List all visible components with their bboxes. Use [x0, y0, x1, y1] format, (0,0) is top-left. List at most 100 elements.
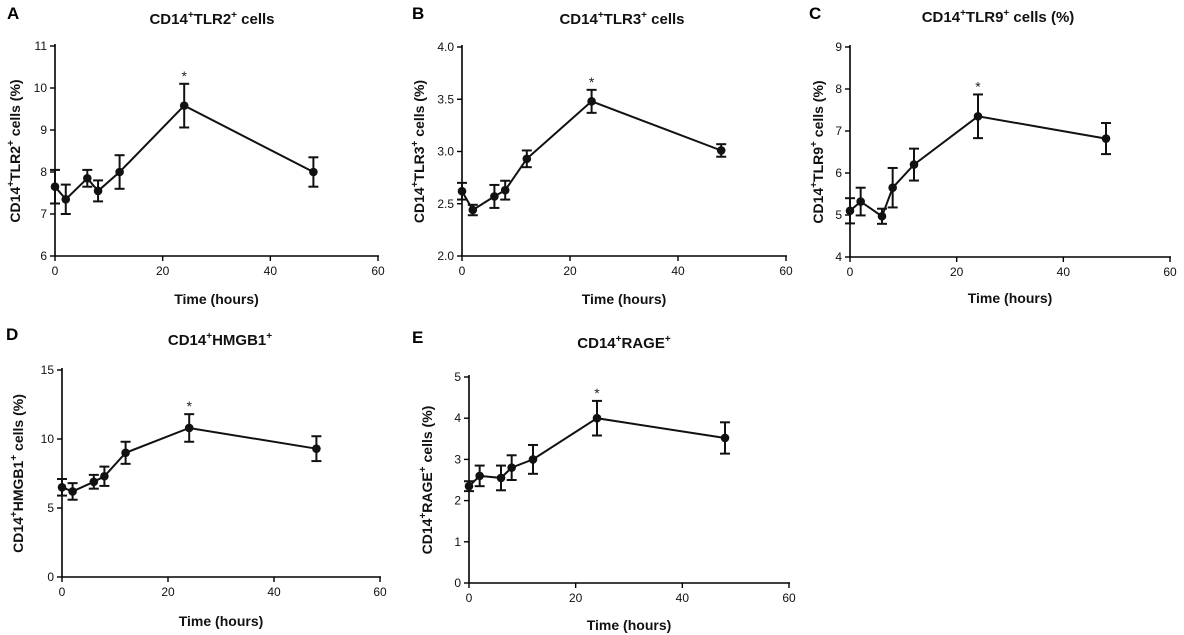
chart-title-mid: TLR2 [194, 11, 232, 28]
data-point [909, 160, 919, 169]
chart-title-base: CD14 [149, 11, 188, 28]
chart-title-sup2: + [665, 334, 671, 345]
y-axis-label-sup2: + [418, 466, 429, 472]
y-tick-label: 4 [454, 411, 461, 425]
chart-title-base: CD14 [922, 9, 961, 26]
panel-letter: E [412, 328, 423, 347]
y-axis-label-sup1: + [410, 181, 421, 187]
y-tick-label: 8 [40, 165, 47, 179]
y-tick-label: 15 [41, 363, 55, 377]
data-point [500, 185, 510, 195]
x-axis-label: Time (hours) [174, 291, 259, 307]
data-point [50, 182, 60, 191]
y-axis-label-sup2: + [9, 455, 20, 461]
y-axis-label-sup1: + [809, 182, 820, 188]
data-point [522, 154, 532, 164]
x-tick-label: 60 [779, 264, 793, 278]
data-point [83, 174, 92, 183]
y-axis-label: CD14+TLR9+ cells (%) [809, 80, 826, 223]
y-tick-label: 2.0 [437, 249, 454, 263]
y-tick-label: 9 [835, 40, 842, 54]
data-point [592, 413, 602, 423]
chart-title-mid: HMGB1 [212, 332, 266, 349]
chart-title-sup1: + [188, 10, 194, 21]
chart-title: CD14+HMGB1+ [168, 331, 272, 349]
chart-title: CD14+TLR3+ cells [559, 10, 684, 28]
y-axis-label-mid: RAGE [419, 472, 435, 512]
x-axis-label: Time (hours) [582, 291, 667, 307]
panel-letter: D [6, 325, 18, 344]
y-tick-label: 8 [835, 82, 842, 96]
x-tick-label: 20 [950, 265, 964, 279]
data-point [312, 444, 321, 453]
data-point [587, 97, 596, 106]
y-tick-label: 10 [34, 81, 48, 95]
data-point [528, 455, 538, 464]
chart-title: CD14+TLR9+ cells (%) [922, 8, 1075, 26]
panel-letter: B [412, 4, 424, 23]
y-tick-label: 3 [454, 452, 461, 466]
y-axis-label-base: CD14 [419, 518, 435, 554]
y-axis-label-mid: TLR9 [810, 147, 826, 182]
chart-title-base: CD14 [559, 11, 598, 28]
y-axis-label: CD14+TLR3+ cells (%) [410, 80, 427, 223]
y-axis-label-base: CD14 [10, 517, 26, 553]
data-point [457, 186, 467, 196]
x-tick-label: 0 [847, 265, 854, 279]
x-tick-label: 40 [676, 591, 690, 605]
x-tick-label: 20 [563, 264, 577, 278]
data-point [475, 471, 484, 481]
y-tick-label: 3.5 [437, 92, 454, 106]
x-axis-label: Time (hours) [968, 290, 1053, 306]
x-tick-label: 20 [569, 591, 583, 605]
y-axis-label-tail: cells (%) [7, 79, 23, 140]
data-point [57, 483, 67, 492]
y-axis-label-sup2: + [410, 140, 421, 146]
x-tick-label: 40 [671, 264, 685, 278]
x-axis-label: Time (hours) [587, 617, 672, 633]
data-point [1101, 134, 1111, 143]
y-tick-label: 6 [40, 249, 47, 263]
data-point [121, 448, 130, 458]
chart-title-mid: RAGE [622, 335, 665, 352]
x-tick-label: 0 [466, 591, 473, 605]
y-tick-label: 10 [41, 432, 55, 446]
x-tick-label: 60 [782, 591, 796, 605]
significance-marker: * [975, 78, 981, 94]
series-line [461, 100, 722, 212]
data-point [115, 167, 124, 177]
y-axis-label: CD14+TLR2+ cells (%) [6, 79, 23, 222]
y-axis-label-base: CD14 [810, 188, 826, 224]
data-point [89, 477, 99, 487]
y-tick-label: 4.0 [437, 40, 454, 54]
data-point [100, 471, 109, 481]
chart-title-tail: cells [237, 11, 275, 28]
y-tick-label: 3.0 [437, 145, 454, 159]
y-tick-label: 5 [835, 208, 842, 222]
chart-title-tail: cells (%) [1009, 9, 1074, 26]
data-point [61, 195, 71, 204]
y-axis-label-sup2: + [809, 141, 820, 147]
y-tick-label: 11 [35, 39, 48, 53]
data-point [888, 183, 897, 192]
chart-title-tail: cells [647, 11, 685, 28]
y-tick-label: 0 [454, 576, 461, 590]
data-point [179, 101, 189, 110]
x-tick-label: 40 [264, 264, 278, 278]
y-axis-label-tail: cells (%) [419, 406, 435, 467]
chart-title-sup1: + [598, 10, 604, 21]
panel-letter: A [7, 4, 19, 23]
y-axis-label: CD14+HMGB1+ cells (%) [9, 394, 26, 553]
chart-title-mid: TLR9 [966, 9, 1004, 26]
data-point [490, 192, 499, 201]
x-tick-label: 0 [59, 585, 66, 599]
chart-title-sup1: + [616, 334, 622, 345]
y-axis-label-sup1: + [9, 511, 20, 517]
data-point [507, 463, 516, 472]
chart-title-sup2: + [266, 331, 272, 342]
y-axis-label-tail: cells (%) [10, 394, 26, 455]
x-tick-label: 60 [373, 585, 387, 599]
